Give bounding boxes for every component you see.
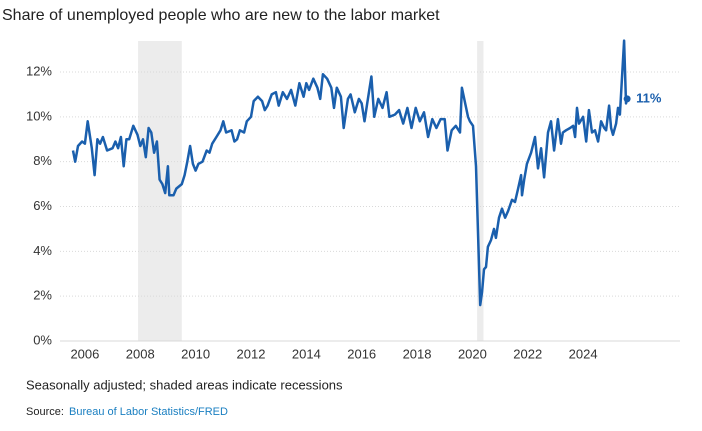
x-tick-label: 2010 [181, 346, 210, 361]
source-label: Source: [26, 406, 64, 418]
x-tick-label: 2022 [513, 346, 542, 361]
line [71, 39, 629, 307]
x-tick-label: 2020 [458, 346, 487, 361]
y-tick-label: 6% [33, 198, 52, 213]
x-tick-label: 2012 [237, 346, 266, 361]
x-tick-label: 2024 [569, 346, 598, 361]
end-dot [623, 95, 631, 103]
note: Seasonally adjusted; shaded areas indica… [26, 377, 343, 392]
source-text[interactable]: Bureau of Labor Statistics/FRED [69, 406, 228, 418]
y-tick-label: 8% [33, 153, 52, 168]
x-tick-label: 2008 [126, 346, 155, 361]
plot: 0% 2% 4% 6% 8% 10% 12% 2006 2008 2010 2012 2014 2016… [26, 39, 680, 361]
y-tick-label: 2% [33, 288, 52, 303]
x-tick-label: 2006 [70, 346, 99, 361]
x-tick-label: 2014 [292, 346, 321, 361]
y-tick-label: 10% [26, 108, 52, 123]
source-link[interactable]: Bureau of Labor Statistics/FRED [69, 406, 228, 418]
y-tick-label: 4% [33, 243, 52, 258]
end-label: 11% [636, 90, 662, 105]
y-tick-label: 0% [33, 332, 52, 347]
recession-band [477, 41, 484, 341]
y-tick-label: 12% [26, 63, 52, 78]
x-tick-label: 2016 [347, 346, 376, 361]
x-tick-label: 2018 [403, 346, 432, 361]
chart-title: Share of unemployed people who are new t… [2, 7, 440, 24]
